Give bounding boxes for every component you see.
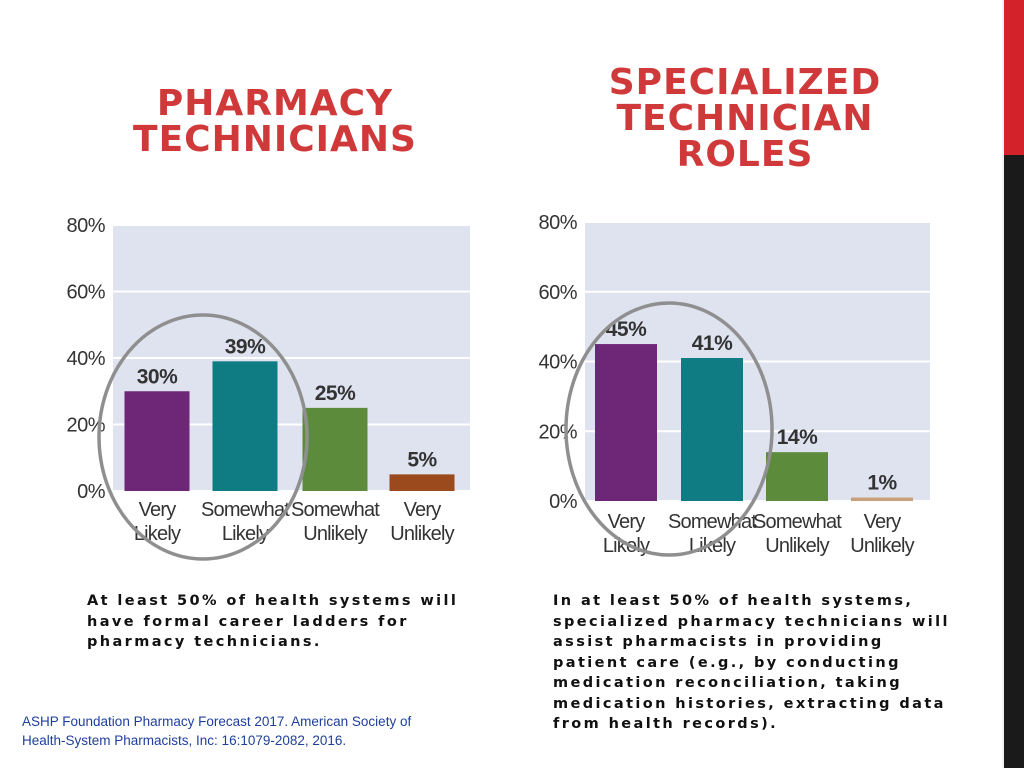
right-caption-line: specialized pharmacy technicians will: [553, 613, 950, 630]
y-tick-label: 20%: [538, 421, 577, 443]
y-tick-label: 40%: [538, 352, 577, 374]
y-tick-label: 80%: [538, 212, 577, 234]
bar: [389, 474, 455, 491]
citation: ASHP Foundation Pharmacy Forecast 2017. …: [22, 712, 462, 750]
x-tick-label: Very: [139, 499, 177, 521]
right-title-line: ROLES: [676, 134, 814, 175]
right-title: SPECIALIZED TECHNICIAN ROLES: [545, 65, 945, 173]
data-label: 45%: [606, 318, 647, 341]
x-tick-label: Somewhat: [201, 499, 290, 521]
data-label: 41%: [692, 332, 733, 355]
left-title-line: PHARMACY: [156, 83, 394, 124]
right-title-line: TECHNICIAN: [616, 98, 874, 139]
right-caption-line: medication reconciliation, taking: [553, 675, 903, 691]
x-tick-label: Unlikely: [850, 535, 914, 557]
right-caption-line: In at least 50% of health systems,: [553, 593, 914, 609]
y-tick-label: 80%: [66, 215, 105, 237]
y-tick-label: 0%: [77, 481, 106, 503]
left-title: PHARMACY TECHNICIANS: [80, 86, 470, 158]
left-caption: At least 50% of health systems will have…: [87, 591, 507, 653]
right-title-line: SPECIALIZED: [608, 62, 882, 103]
bar: [124, 391, 190, 491]
citation-line: ASHP Foundation Pharmacy Forecast 2017. …: [22, 714, 412, 729]
left-caption-line: pharmacy technicians.: [87, 634, 322, 650]
x-tick-label: Likely: [689, 535, 736, 557]
y-tick-label: 60%: [66, 282, 105, 304]
data-label: 14%: [777, 426, 818, 449]
right-caption: In at least 50% of health systems, speci…: [553, 591, 993, 735]
bar: [595, 344, 657, 501]
right-caption-line: from health records).: [553, 716, 779, 732]
bar: [766, 452, 828, 501]
x-tick-label: Somewhat: [753, 511, 842, 533]
y-tick-label: 0%: [549, 491, 578, 513]
bar: [681, 358, 743, 501]
y-tick-label: 40%: [66, 348, 105, 370]
charts-canvas: 0%20%40%60%80%30%VeryLikely39%SomewhatLi…: [66, 212, 930, 561]
x-tick-label: Very: [864, 511, 902, 533]
x-tick-label: Likely: [222, 523, 269, 545]
accent-bar-black: [1004, 155, 1024, 768]
accent-bar-red: [1004, 0, 1024, 155]
x-tick-label: Somewhat: [291, 499, 380, 521]
accent-line: [1002, 0, 1004, 768]
data-label: 25%: [315, 382, 356, 405]
highlight-circle: [97, 313, 309, 561]
y-tick-label: 60%: [538, 282, 577, 304]
y-tick-label: 20%: [66, 415, 105, 437]
x-tick-label: Unlikely: [303, 523, 367, 545]
chart-specialized-roles: 0%20%40%60%80%45%VeryLikely41%SomewhatLi…: [538, 212, 930, 557]
x-tick-label: Unlikely: [765, 535, 829, 557]
left-caption-line: At least 50% of health systems will: [87, 593, 459, 609]
right-caption-line: patient care (e.g., by conducting: [553, 654, 901, 671]
x-tick-label: Likely: [603, 535, 650, 557]
citation-line: Health-System Pharmacists, Inc: 16:1079-…: [22, 733, 347, 748]
data-label: 30%: [137, 365, 178, 388]
data-label: 1%: [867, 472, 897, 495]
x-tick-label: Very: [404, 499, 442, 521]
x-tick-label: Unlikely: [390, 523, 454, 545]
left-caption-line: have formal career ladders for: [87, 613, 409, 630]
chart-pharmacy-technicians: 0%20%40%60%80%30%VeryLikely39%SomewhatLi…: [66, 215, 470, 561]
highlight-circle: [564, 301, 774, 557]
right-caption-line: medication histories, extracting data: [553, 695, 946, 712]
bar: [302, 407, 368, 491]
bar: [212, 361, 278, 491]
left-title-line: TECHNICIANS: [133, 119, 417, 160]
bar: [851, 497, 913, 501]
x-tick-label: Very: [608, 511, 646, 533]
right-caption-line: assist pharmacists in providing: [553, 634, 884, 650]
data-label: 5%: [407, 448, 437, 471]
data-label: 39%: [225, 335, 266, 358]
